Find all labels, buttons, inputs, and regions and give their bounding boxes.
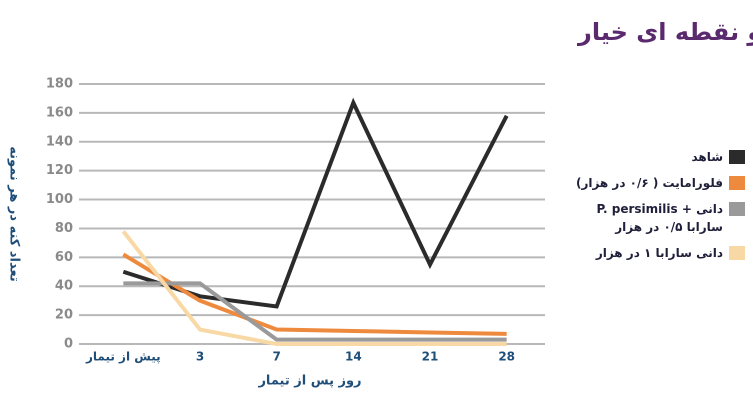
y-tick-label: 40 xyxy=(55,279,73,294)
y-tick-label: 100 xyxy=(46,192,73,207)
y-tick-label: 180 xyxy=(46,77,73,92)
series-line xyxy=(123,281,507,342)
x-tick-label: 7 xyxy=(272,350,280,364)
x-tick-label: 14 xyxy=(345,350,362,364)
series-line xyxy=(121,230,507,346)
legend-label: شاهد xyxy=(691,150,723,164)
legend-swatch xyxy=(729,176,745,190)
legend-item: دانی سارابا ۱ در هزار xyxy=(565,244,745,262)
y-tick-label: 160 xyxy=(46,105,73,120)
y-tick-label: 60 xyxy=(55,250,73,265)
legend-swatch xyxy=(729,246,745,260)
legend-item: P. persimilis + دانی سارابا ۰/۵ در هزار xyxy=(565,200,745,236)
x-axis-label: روز پس از تیمار xyxy=(257,374,361,389)
y-tick-label: 0 xyxy=(64,337,73,352)
x-tick-label: 21 xyxy=(422,350,439,364)
y-tick-label: 120 xyxy=(46,163,73,178)
y-tick-label: 140 xyxy=(46,134,73,149)
legend-label: فلورامایت ( ۰/۶ در هزار) xyxy=(575,176,723,190)
legend: شاهد فلورامایت ( ۰/۶ در هزار) P. persimili… xyxy=(565,148,745,270)
legend-item: شاهد xyxy=(565,148,745,166)
y-axis-label: تعداد کنه در هر نمونه xyxy=(7,146,22,281)
legend-item: فلورامایت ( ۰/۶ در هزار) xyxy=(565,174,745,192)
y-tick-label: 20 xyxy=(55,308,73,323)
y-tick-label: 80 xyxy=(55,221,73,236)
x-tick-label: پیش از تیمار xyxy=(85,350,161,364)
legend-label: دانی سارابا ۱ در هزار xyxy=(595,246,723,260)
chart-title: تاثیر دانـــی ســـارابـــا در کنترل کنه … xyxy=(577,18,753,46)
x-tick-label: 3 xyxy=(196,350,204,364)
legend-swatch xyxy=(729,150,745,164)
x-tick-label: 28 xyxy=(498,350,515,364)
legend-label: P. persimilis + دانی سارابا ۰/۵ در هزار xyxy=(596,202,723,234)
series-line xyxy=(122,97,509,309)
legend-swatch xyxy=(729,202,745,216)
series-line xyxy=(122,252,507,336)
